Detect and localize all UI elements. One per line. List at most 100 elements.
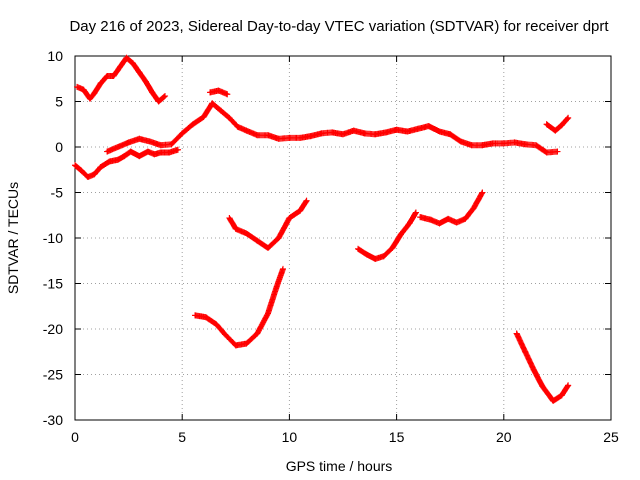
data-point xyxy=(91,171,98,178)
data-point xyxy=(500,140,507,147)
x-tick-label: 20 xyxy=(496,429,512,445)
data-point xyxy=(279,265,286,272)
data-point xyxy=(147,138,154,145)
data-point xyxy=(74,83,81,90)
data-point xyxy=(412,209,419,216)
data-point xyxy=(425,123,432,130)
data-point xyxy=(511,139,518,146)
data-point xyxy=(445,215,452,222)
data-point xyxy=(361,130,368,137)
data-point xyxy=(78,167,85,174)
data-point xyxy=(144,148,151,155)
data-point xyxy=(207,89,214,96)
data-point xyxy=(157,149,164,156)
data-point xyxy=(427,216,434,223)
data-point xyxy=(522,141,529,148)
data-point xyxy=(166,149,173,156)
x-tick-label: 5 xyxy=(178,429,186,445)
data-point xyxy=(151,151,158,158)
data-point xyxy=(565,114,572,121)
data-series-arc-8 xyxy=(417,189,486,227)
data-point xyxy=(462,215,469,222)
data-point xyxy=(200,113,207,120)
data-point xyxy=(129,60,136,67)
data-point xyxy=(202,314,209,321)
data-point xyxy=(350,127,357,134)
data-point xyxy=(155,98,162,105)
data-point xyxy=(355,245,362,252)
data-point xyxy=(415,125,422,132)
data-point xyxy=(490,140,497,147)
data-point xyxy=(340,131,346,138)
y-tick-label: -10 xyxy=(43,230,63,246)
x-tick-labels: 0 5 10 15 20 25 xyxy=(71,429,619,445)
data-point xyxy=(275,235,282,241)
data-point xyxy=(397,231,404,238)
data-point xyxy=(264,310,271,317)
y-tick-label: 5 xyxy=(55,94,63,110)
data-point xyxy=(110,73,117,80)
data-point xyxy=(254,330,261,337)
data-point xyxy=(539,383,546,390)
data-point xyxy=(149,89,156,96)
data-point xyxy=(307,133,314,140)
data-point xyxy=(91,90,98,97)
data-point xyxy=(565,382,572,389)
data-point xyxy=(286,214,293,221)
x-tick-label: 15 xyxy=(389,429,405,445)
data-point xyxy=(243,340,250,347)
data-point xyxy=(393,126,400,133)
y-tick-label: -25 xyxy=(43,367,63,383)
data-point xyxy=(189,121,196,128)
y-tick-label: -30 xyxy=(43,412,63,428)
data-series-arc-1 xyxy=(74,54,169,105)
data-point xyxy=(318,130,325,137)
data-point xyxy=(286,134,293,141)
data-point xyxy=(243,230,250,237)
data-point xyxy=(436,220,443,227)
data-point xyxy=(363,251,370,258)
data-point xyxy=(121,153,128,160)
data-point xyxy=(117,63,124,70)
y-tick-label: 10 xyxy=(47,48,63,64)
data-point xyxy=(114,144,121,150)
data-series-arc-2 xyxy=(72,146,181,181)
data-point xyxy=(479,142,486,149)
y-tick-label: 0 xyxy=(55,139,63,155)
x-tick-label: 0 xyxy=(71,429,79,445)
data-point xyxy=(468,142,475,149)
data-point xyxy=(104,73,111,80)
data-point xyxy=(123,54,130,61)
data-point xyxy=(382,129,389,136)
data-point xyxy=(174,146,181,153)
data-point xyxy=(417,214,424,221)
y-axis-title: SDTVAR / TECUs xyxy=(5,182,21,294)
data-point xyxy=(558,392,565,399)
data-point xyxy=(554,148,561,155)
data-point xyxy=(543,149,550,156)
data-point xyxy=(136,135,143,142)
data-point xyxy=(127,148,134,155)
data-point xyxy=(104,148,111,155)
data-point xyxy=(217,107,224,114)
data-point xyxy=(106,158,113,165)
data-point xyxy=(550,397,557,404)
data-point xyxy=(234,123,241,130)
data-point xyxy=(479,189,486,196)
data-point xyxy=(168,141,175,148)
data-point xyxy=(136,153,143,160)
data-point xyxy=(80,86,87,93)
data-point xyxy=(179,130,186,137)
y-tick-label: -5 xyxy=(51,185,64,201)
data-point xyxy=(215,87,222,94)
data-point xyxy=(470,204,477,211)
data-point xyxy=(406,220,413,227)
data-series-arc-6 xyxy=(192,265,286,349)
data-point xyxy=(329,129,336,136)
data-point xyxy=(125,139,132,146)
data-point xyxy=(87,95,94,102)
data-point xyxy=(254,237,261,244)
data-point xyxy=(552,127,559,134)
x-tick-label: 25 xyxy=(603,429,619,445)
data-point xyxy=(372,255,379,262)
